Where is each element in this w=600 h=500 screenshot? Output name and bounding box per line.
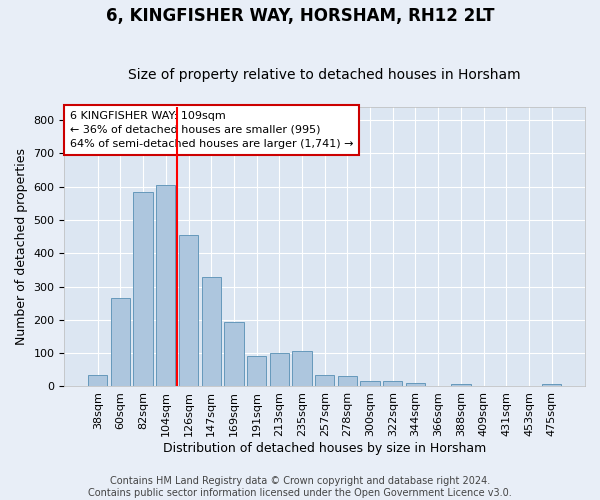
Bar bbox=[542, 384, 562, 386]
Bar bbox=[269, 353, 289, 386]
Y-axis label: Number of detached properties: Number of detached properties bbox=[15, 148, 28, 345]
Bar bbox=[383, 381, 403, 386]
Bar bbox=[292, 352, 311, 386]
Bar bbox=[88, 375, 107, 386]
Bar bbox=[224, 322, 244, 386]
Text: 6 KINGFISHER WAY: 109sqm
← 36% of detached houses are smaller (995)
64% of semi-: 6 KINGFISHER WAY: 109sqm ← 36% of detach… bbox=[70, 111, 353, 149]
Bar bbox=[406, 383, 425, 386]
Bar bbox=[338, 376, 357, 386]
Bar bbox=[247, 356, 266, 386]
Bar bbox=[451, 384, 470, 386]
Bar bbox=[179, 235, 198, 386]
X-axis label: Distribution of detached houses by size in Horsham: Distribution of detached houses by size … bbox=[163, 442, 487, 455]
Bar bbox=[202, 276, 221, 386]
Bar bbox=[315, 375, 334, 386]
Bar bbox=[361, 381, 380, 386]
Bar bbox=[156, 185, 175, 386]
Text: Contains HM Land Registry data © Crown copyright and database right 2024.
Contai: Contains HM Land Registry data © Crown c… bbox=[88, 476, 512, 498]
Text: 6, KINGFISHER WAY, HORSHAM, RH12 2LT: 6, KINGFISHER WAY, HORSHAM, RH12 2LT bbox=[106, 8, 494, 26]
Bar bbox=[111, 298, 130, 386]
Title: Size of property relative to detached houses in Horsham: Size of property relative to detached ho… bbox=[128, 68, 521, 82]
Bar bbox=[133, 192, 153, 386]
